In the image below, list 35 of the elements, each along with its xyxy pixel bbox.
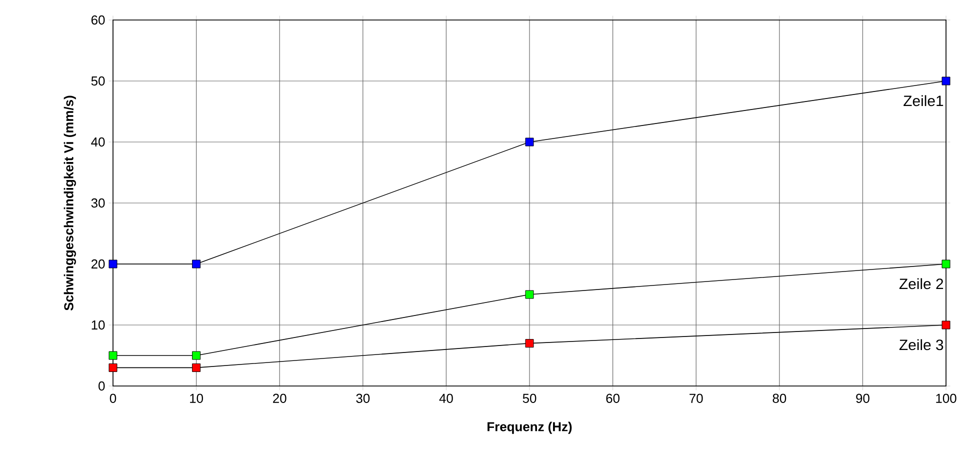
y-tick-label: 10: [92, 320, 105, 330]
y-tick-label: 0: [98, 381, 105, 391]
point: [942, 320, 950, 330]
x-axis-title: Frequenz (Hz): [488, 422, 572, 434]
x-tick-label: 0: [110, 394, 116, 403]
point: [525, 339, 534, 348]
series-label: Zeile 2: [899, 278, 944, 290]
point: [192, 363, 201, 372]
point: [942, 260, 950, 268]
series-label: Zeile1: [904, 95, 944, 106]
y-axis-title: Schwinggeschwindigkeit Vi (mm/s): [64, 96, 76, 310]
y-tick-label: 60: [91, 15, 105, 25]
point: [192, 260, 201, 268]
point: [525, 290, 534, 299]
x-tick-label: 20: [273, 394, 286, 403]
x-tick-label: 100: [936, 394, 956, 403]
x-tick-label: 10: [190, 394, 204, 403]
x-tick-label: 40: [439, 394, 453, 403]
x-tick-label: 50: [522, 394, 536, 403]
y-tick-label: 50: [91, 76, 105, 86]
y-tick-label: 20: [91, 259, 105, 269]
x-tick-label: 80: [772, 394, 786, 403]
point: [942, 76, 950, 86]
x-tick-label: 70: [690, 394, 703, 403]
point: [108, 363, 118, 372]
point: [108, 351, 118, 360]
series-label: Zeile 3: [899, 339, 944, 350]
point: [108, 260, 118, 268]
x-tick-label: 90: [856, 394, 870, 403]
y-tick-label: 40: [91, 137, 105, 147]
x-tick-label: 30: [356, 394, 370, 403]
y-tick-label: 30: [91, 198, 105, 208]
point: [192, 351, 201, 360]
x-tick-label: 60: [606, 394, 620, 403]
point: [525, 138, 534, 146]
